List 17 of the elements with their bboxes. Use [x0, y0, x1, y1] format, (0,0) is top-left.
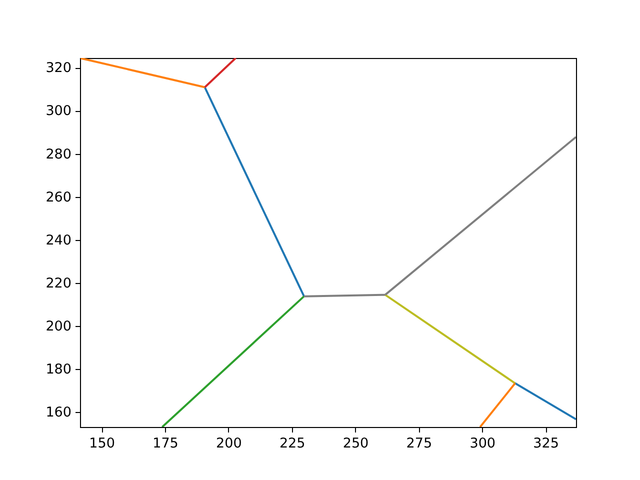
y-tick-label: 200 — [46, 318, 72, 335]
y-tick-label: 240 — [46, 232, 72, 248]
x-tick-label: 275 — [406, 436, 432, 452]
x-tick-label: 225 — [279, 436, 306, 452]
y-tick-label: 220 — [46, 275, 72, 292]
x-tick-label: 250 — [342, 436, 369, 452]
y-tick-label: 160 — [46, 404, 72, 421]
x-tick-label: 300 — [470, 436, 496, 452]
x-tick-label: 175 — [152, 436, 178, 452]
x-tick-label: 325 — [533, 436, 559, 452]
x-tick-label: 200 — [216, 436, 242, 452]
y-tick-label: 300 — [46, 103, 72, 120]
y-tick-label: 180 — [46, 362, 72, 378]
x-tick-label: 150 — [89, 436, 115, 452]
y-tick-label: 260 — [46, 189, 72, 206]
y-tick-label: 320 — [46, 60, 72, 76]
y-tick-label: 280 — [46, 146, 72, 162]
